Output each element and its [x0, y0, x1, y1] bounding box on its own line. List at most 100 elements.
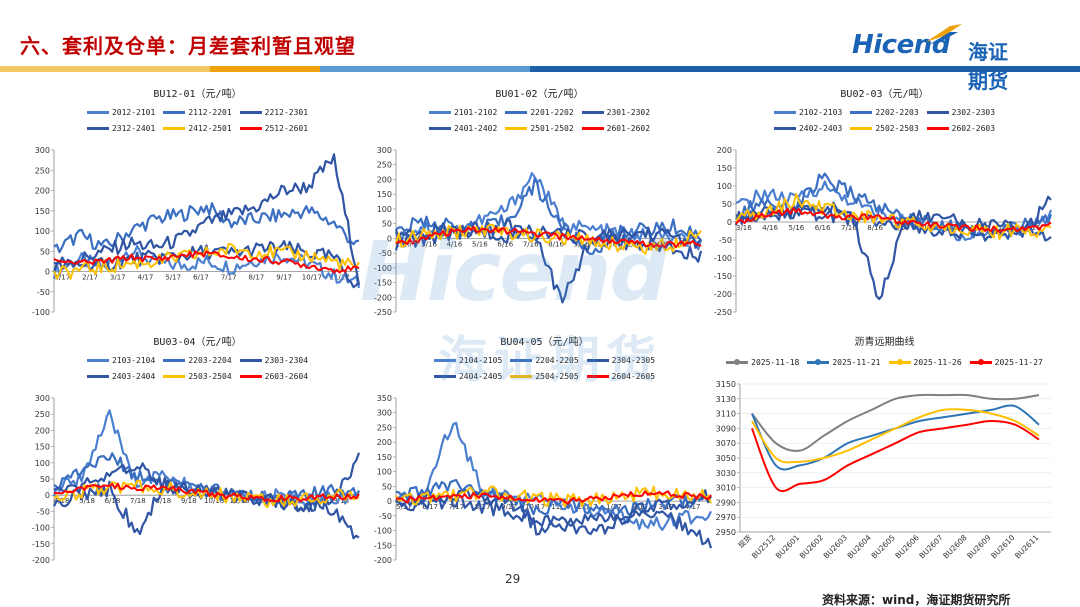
legend-label: 2401-2402	[453, 124, 498, 133]
header-stripe-1	[0, 66, 210, 72]
x-tick-label: 6/16	[815, 224, 831, 232]
legend-label: 2201-2202	[530, 108, 574, 117]
y-tick-label: 150	[35, 207, 50, 216]
y-tick-label: 3010	[716, 484, 736, 493]
plot-area: -200 -150 -100 -50 0 50 100 150 200 250 300 4/18 5/1…	[32, 394, 361, 565]
x-tick-label: BU2611	[1013, 533, 1041, 561]
y-tick-label: -100	[374, 264, 392, 273]
plot-area: -250 -200 -150 -100 -50 0 50 100 150 200 3/16 4/16 5…	[714, 146, 1053, 317]
x-tick-label: 6/18	[105, 497, 121, 505]
legend-item: 2201-2202	[505, 108, 574, 117]
x-tick-label: 3/16	[421, 240, 437, 248]
legend-item: 2303-2304	[239, 356, 308, 365]
legend-label: 2025-11-21	[832, 358, 881, 367]
legend-label: 2312-2401	[111, 124, 156, 133]
y-tick-label: 200	[377, 438, 392, 447]
x-tick-label: 4/16	[447, 240, 463, 248]
legend-item: 2401-2402	[428, 124, 498, 133]
x-tick-label: BU2607	[917, 533, 945, 561]
series-line	[52, 244, 361, 289]
series-line	[396, 490, 712, 505]
legend-item: 2202-2203	[850, 108, 919, 117]
x-tick-label: 9/17	[276, 274, 292, 282]
x-tick-label: BU2512	[750, 533, 778, 561]
legend-item: 2101-2102	[428, 108, 498, 117]
y-tick-label: -100	[32, 308, 50, 317]
legend-swatch	[505, 127, 528, 130]
series-line	[751, 408, 1040, 464]
series-line	[395, 226, 702, 249]
y-tick-label: 2970	[716, 513, 736, 522]
legend-item: 2204-2205	[510, 356, 579, 365]
legend-label: 2025-11-27	[994, 358, 1043, 367]
y-tick-label: 150	[377, 190, 392, 199]
legend-swatch	[86, 359, 109, 362]
y-tick-label: -150	[714, 272, 732, 281]
chart-title: BU03-04（元/吨）	[153, 337, 242, 348]
legend-item: 2602-2603	[926, 124, 995, 133]
y-tick-label: -50	[379, 512, 392, 521]
header-stripe-4	[530, 66, 1080, 72]
y-tick-label: -200	[32, 556, 50, 565]
legend-swatch	[586, 359, 609, 362]
y-tick-label: 0	[387, 497, 392, 506]
y-tick-label: -50	[719, 236, 732, 245]
series-line	[53, 477, 360, 540]
legend-label: 2512-2601	[264, 124, 309, 133]
chart-title: BU02-03（元/吨）	[840, 89, 929, 100]
legend-item: 2112-2201	[163, 108, 232, 117]
x-tick-label: 7/16	[523, 240, 539, 248]
legend-swatch	[163, 359, 186, 362]
x-tick-label: 8/17	[249, 274, 265, 282]
y-tick-label: 0	[387, 234, 392, 243]
y-tick-label: 3090	[716, 424, 736, 433]
legend-label: 2404-2405	[458, 372, 503, 381]
plot-area: -100 -50 0 50 100 150 200 250 300 1/17 2/17 3/17 4/1…	[32, 146, 361, 317]
y-tick-label: 3070	[716, 439, 736, 448]
legend-item: 2302-2303	[926, 108, 995, 117]
legend-label: 2101-2102	[453, 108, 498, 117]
x-tick-label: 7/18	[130, 497, 146, 505]
legend-label: 2604-2605	[611, 372, 656, 381]
y-tick-label: 300	[377, 409, 392, 418]
header-stripe-3	[320, 66, 530, 72]
x-tick-label: BU2610	[989, 533, 1017, 561]
chart-bu12-01: BU12-01（元/吨） 2012-2101 2112-2201 2212-2301 2…	[30, 82, 365, 322]
legend-swatch	[433, 375, 456, 378]
legend-label: 2301-2302	[606, 108, 651, 117]
chart-bu04-05: BU04-05（元/吨） 2104-2105 2204-2205 2304-2305 2…	[372, 330, 717, 570]
series-line	[751, 419, 1040, 493]
y-tick-label: 50	[722, 200, 732, 209]
y-tick-label: -150	[32, 540, 50, 549]
x-tick-label: 4/17	[685, 503, 701, 511]
legend-item: 2404-2405	[433, 372, 503, 381]
page-title: 六、套利及仓单：月差套利暂且观望	[20, 34, 356, 58]
y-tick-label: -150	[374, 541, 392, 550]
legend-item: 2301-2302	[581, 108, 651, 117]
legend-swatch	[433, 359, 456, 362]
x-tick-label: 6/16	[497, 240, 513, 248]
legend-label: 2202-2203	[875, 108, 919, 117]
legend-item: 2025-11-27	[969, 358, 1043, 367]
y-tick-label: 50	[382, 220, 392, 229]
x-tick-label: 5/17	[165, 274, 181, 282]
y-tick-label: -100	[714, 254, 732, 263]
x-tick-label: 9/18	[181, 497, 197, 505]
y-tick-label: -50	[37, 288, 50, 297]
series-line	[53, 250, 360, 274]
legend-label: 2025-11-26	[913, 358, 962, 367]
y-tick-label: 3050	[716, 454, 736, 463]
y-tick-label: 200	[377, 175, 392, 184]
legend-item: 2504-2505	[510, 372, 579, 381]
y-tick-label: -200	[374, 556, 392, 565]
x-tick-label: 5/16	[472, 240, 488, 248]
x-tick-label: 3/18	[333, 497, 349, 505]
x-tick-label: 8/16	[548, 240, 564, 248]
x-tick-label: BU2602	[798, 533, 826, 561]
legend-swatch	[926, 111, 949, 114]
legend-label: 2204-2205	[535, 356, 579, 365]
legend-label: 2503-2504	[188, 372, 232, 381]
x-tick-label: 6/17	[422, 503, 438, 511]
y-tick-label: -150	[374, 279, 392, 288]
legend-label: 2502-2503	[875, 124, 919, 133]
